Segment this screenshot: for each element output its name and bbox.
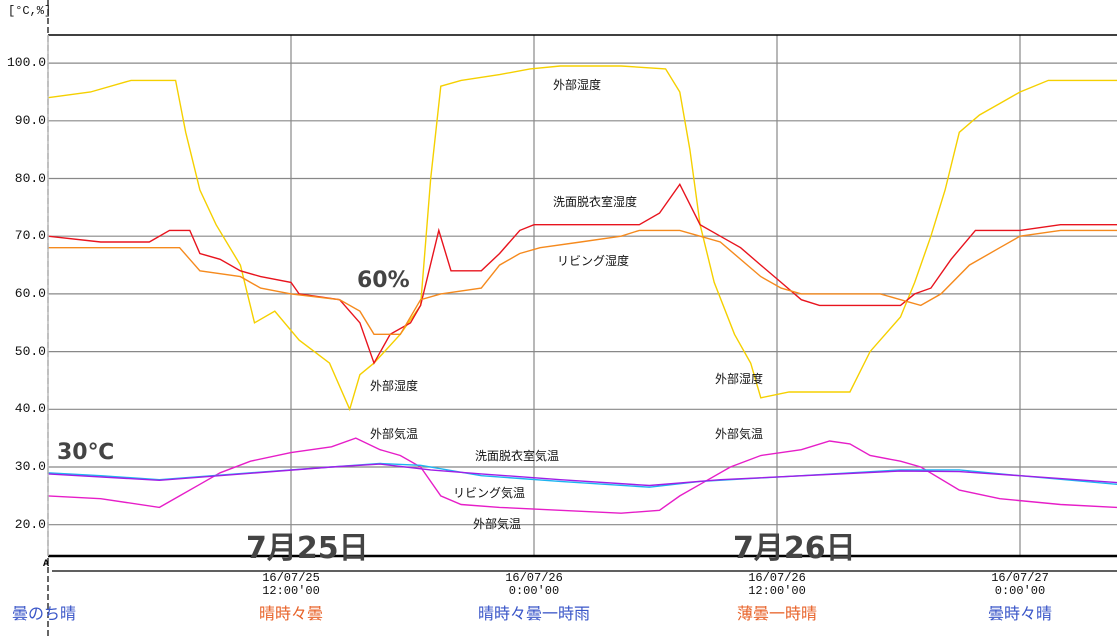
series-label: 外部湿度 xyxy=(553,78,602,92)
series-label: 外部気温 xyxy=(473,517,522,531)
series-label: 外部気温 xyxy=(370,427,419,441)
series-line xyxy=(47,437,1117,514)
y-tick-label: 40.0 xyxy=(14,401,46,417)
y-tick-label: 100.0 xyxy=(6,55,46,71)
y-tick-label: 70.0 xyxy=(14,228,46,244)
x-tick-label: 16/07/25 12:00'00 xyxy=(262,571,320,598)
series-label: リビング気温 xyxy=(453,486,526,500)
weather-label: 曇時々晴 xyxy=(987,604,1052,623)
x-tick-label: 16/07/27 0:00'00 xyxy=(991,571,1049,598)
series-line xyxy=(47,463,1117,487)
weather-label: 晴時々曇 xyxy=(258,604,323,623)
y-tick-label: 30.0 xyxy=(14,459,46,474)
series-label: リビング湿度 xyxy=(557,254,630,268)
series-line xyxy=(48,229,1117,335)
series-label: 外部湿度 xyxy=(715,372,764,386)
weather-label: 曇のち晴 xyxy=(12,604,77,623)
series-label: 外部湿度 xyxy=(370,379,419,393)
series-line xyxy=(47,65,1117,412)
y-tick-label: 50.0 xyxy=(14,343,46,359)
y-tick-label: 90.0 xyxy=(14,112,46,128)
grid-lines xyxy=(48,35,1117,556)
cursor-marker-a[interactable]: A xyxy=(43,559,50,570)
series-label: 外部気温 xyxy=(715,427,764,441)
callout-text: 7月25日 xyxy=(246,531,369,566)
series-label: 洗面脱衣室湿度 xyxy=(553,195,638,209)
weather-label: 晴時々曇一時雨 xyxy=(477,604,590,623)
x-tick-label: 16/07/26 0:00'00 xyxy=(505,571,563,598)
x-tick-label: 16/07/26 12:00'00 xyxy=(748,571,806,598)
y-tick-label: 20.0 xyxy=(14,516,46,532)
y-tick-label: 60.0 xyxy=(14,285,46,301)
callout-text: 30℃ xyxy=(57,440,115,465)
chart-frame xyxy=(47,0,1117,639)
series-lines xyxy=(47,65,1117,514)
series-label: 洗面脱衣室気温 xyxy=(475,449,560,463)
callout-text: 7月26日 xyxy=(733,531,856,566)
series-line xyxy=(47,182,1117,365)
callout-text: 60% xyxy=(357,268,410,293)
weather-label: 薄曇一時晴 xyxy=(736,604,817,623)
y-tick-label: 80.0 xyxy=(14,170,46,186)
y-axis-unit: [°C,%] xyxy=(8,4,52,18)
